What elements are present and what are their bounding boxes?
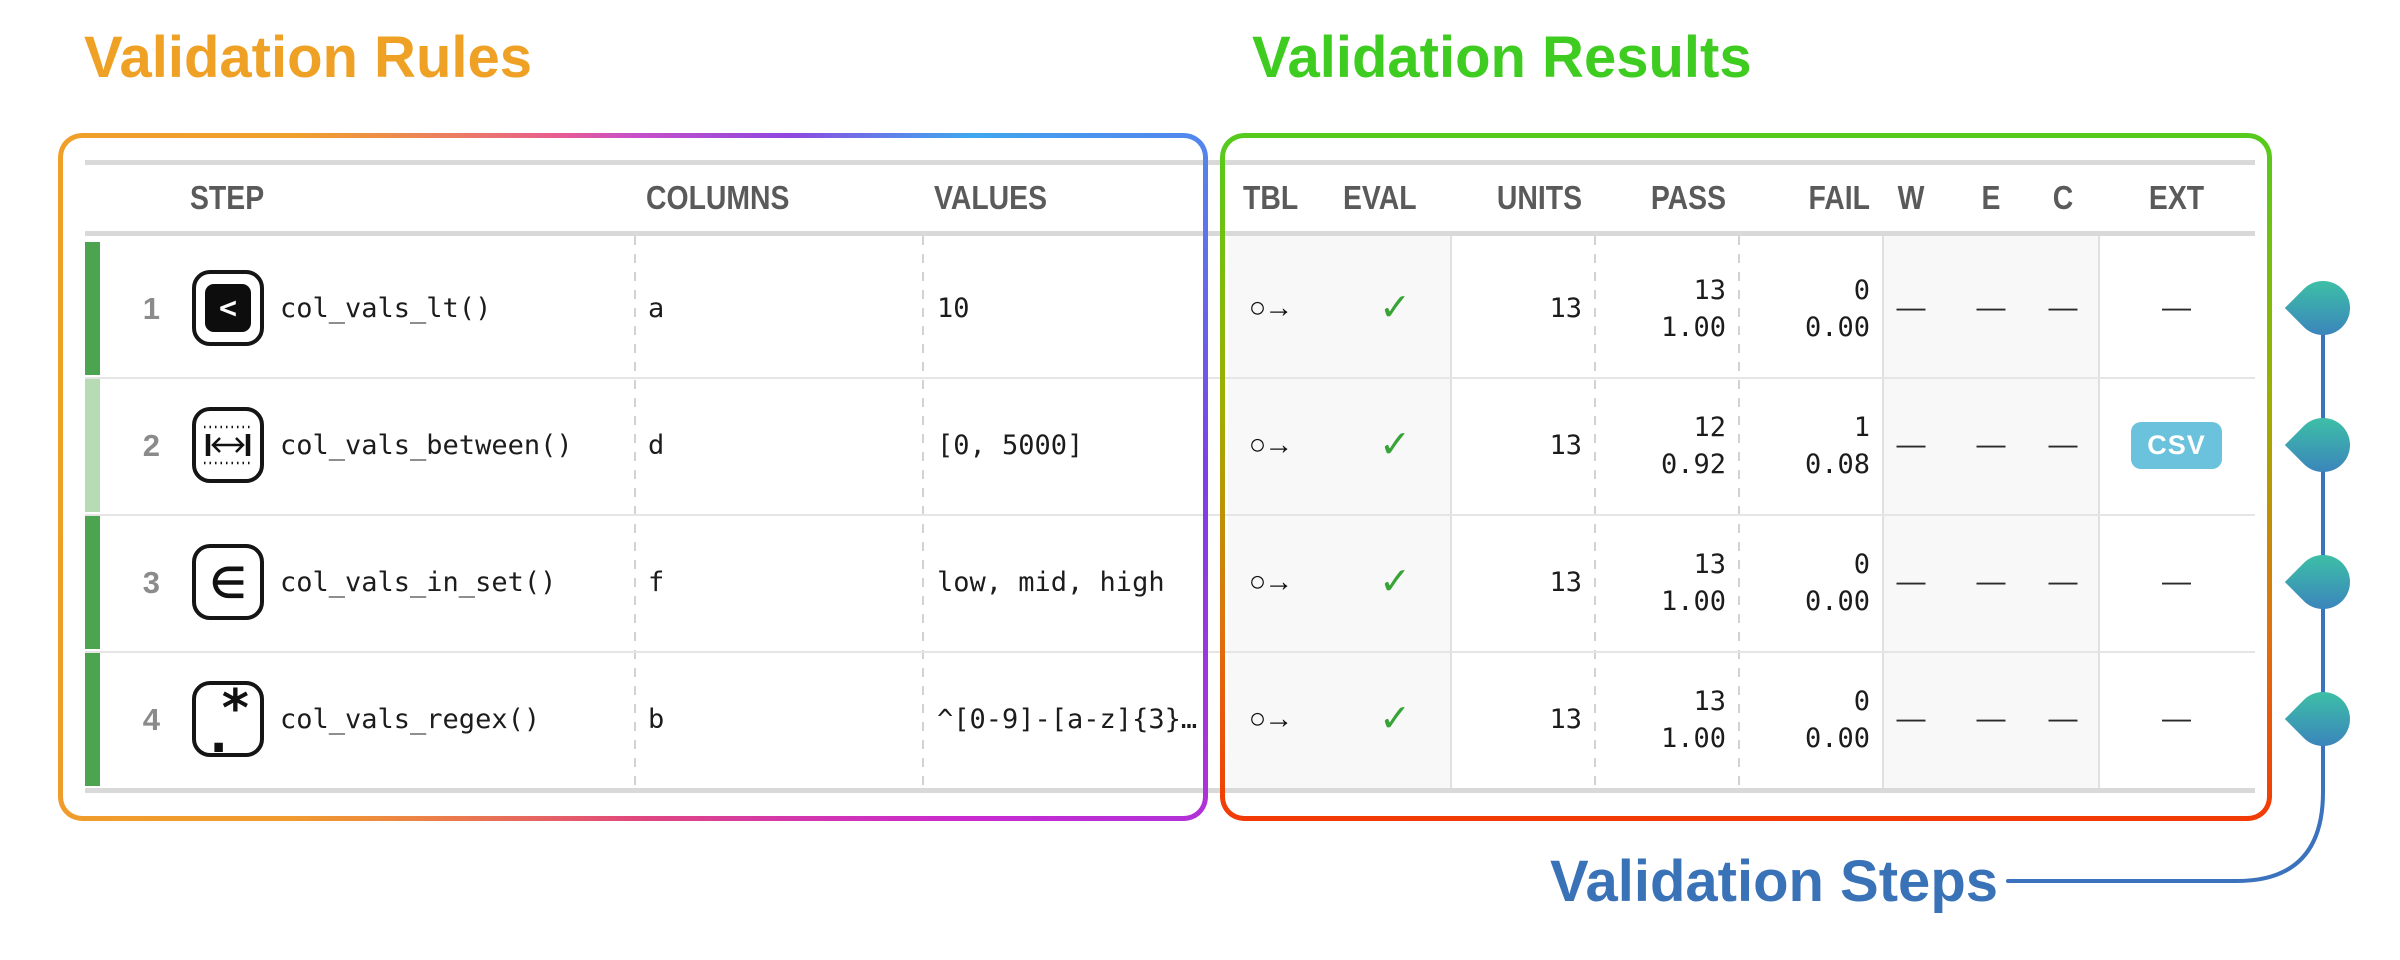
- fail-cell: 0 0.00: [1804, 685, 1870, 754]
- pass-cell: 13 1.00: [1660, 548, 1726, 617]
- extract-cell: —: [2162, 566, 2191, 598]
- header-units: UNITS: [1496, 179, 1582, 216]
- units-value: 13: [1549, 567, 1582, 598]
- critical-cell: —: [2048, 292, 2078, 324]
- error-cell: —: [1976, 429, 2006, 461]
- error-cell: —: [1976, 566, 2006, 598]
- less-than-icon: <: [192, 270, 264, 346]
- units-value: 13: [1549, 704, 1582, 735]
- step-number: 2: [142, 428, 160, 463]
- header-columns: COLUMNS: [646, 179, 790, 216]
- columns-value: d: [648, 430, 665, 461]
- step-function-name: col_vals_between(): [280, 430, 573, 461]
- table-row: 2 col_vals_between() d [0, 5000] ○→ ✓ 13…: [0, 377, 2400, 514]
- table-preprocess-icon: ○→: [1248, 703, 1294, 735]
- validation-steps-title: Validation Steps: [1550, 849, 1998, 914]
- step-number: 1: [142, 291, 160, 326]
- units-value: 13: [1549, 430, 1582, 461]
- fail-cell: 0 0.00: [1804, 274, 1870, 343]
- table-preprocess-icon: ○→: [1248, 566, 1294, 598]
- warn-cell: —: [1896, 703, 1926, 735]
- header-eval: EVAL: [1343, 179, 1417, 216]
- columns-value: a: [648, 293, 665, 324]
- validation-rules-title: Validation Rules: [84, 25, 532, 90]
- pass-cell: 13 1.00: [1660, 685, 1726, 754]
- header-w: W: [1897, 179, 1925, 216]
- critical-cell: —: [2048, 566, 2078, 598]
- validation-results-title: Validation Results: [1252, 25, 1752, 90]
- table-row: 1 < col_vals_lt() a 10 ○→ ✓ 13 13 1.00 0…: [0, 240, 2400, 377]
- header-step: STEP: [190, 179, 265, 216]
- header-values: VALUES: [934, 179, 1048, 216]
- values-value: low, mid, high: [937, 567, 1165, 598]
- header-fail: FAIL: [1808, 179, 1870, 216]
- pass-cell: 13 1.00: [1660, 274, 1726, 343]
- table-preprocess-icon: ○→: [1248, 429, 1294, 461]
- header-tbl: TBL: [1243, 179, 1299, 216]
- element-of-icon: ∈: [192, 544, 264, 620]
- extract-cell: —: [2162, 292, 2191, 324]
- step-function-name: col_vals_regex(): [280, 704, 541, 735]
- eval-check-icon: ✓: [1379, 287, 1411, 329]
- header-pass: PASS: [1650, 179, 1726, 216]
- table-row: 4 * . col_vals_regex() b ^[0-9]-[a-z]{3}…: [0, 651, 2400, 788]
- error-cell: —: [1976, 292, 2006, 324]
- warn-cell: —: [1896, 429, 1926, 461]
- fail-cell: 0 0.00: [1804, 548, 1870, 617]
- step-function-name: col_vals_in_set(): [280, 567, 557, 598]
- warn-cell: —: [1896, 566, 1926, 598]
- error-cell: —: [1976, 703, 2006, 735]
- warn-cell: —: [1896, 292, 1926, 324]
- csv-download-button[interactable]: CSV: [2131, 422, 2222, 469]
- values-value: ^[0-9]-[a-z]{3}…: [937, 704, 1198, 735]
- table-preprocess-icon: ○→: [1248, 292, 1294, 324]
- between-icon: [192, 407, 264, 483]
- extract-cell: —: [2162, 703, 2191, 735]
- columns-value: f: [648, 567, 665, 598]
- header-e: E: [1981, 179, 2001, 216]
- critical-cell: —: [2048, 429, 2078, 461]
- table-row: 3 ∈ col_vals_in_set() f low, mid, high ○…: [0, 514, 2400, 651]
- eval-check-icon: ✓: [1379, 698, 1411, 740]
- pass-cell: 12 0.92: [1660, 411, 1726, 480]
- regex-icon: * .: [192, 679, 264, 761]
- header-ext: EXT: [2148, 179, 2205, 216]
- columns-value: b: [648, 704, 665, 735]
- values-value: [0, 5000]: [937, 430, 1084, 461]
- table-bottom-border: [85, 788, 2255, 793]
- units-value: 13: [1549, 293, 1582, 324]
- eval-check-icon: ✓: [1379, 424, 1411, 466]
- step-function-name: col_vals_lt(): [280, 293, 492, 324]
- values-value: 10: [937, 293, 970, 324]
- fail-cell: 1 0.08: [1804, 411, 1870, 480]
- extract-cell: CSV: [2098, 377, 2255, 514]
- header-c: C: [2052, 179, 2074, 216]
- critical-cell: —: [2048, 703, 2078, 735]
- step-number: 4: [142, 702, 160, 737]
- step-number: 3: [142, 565, 160, 600]
- eval-check-icon: ✓: [1379, 561, 1411, 603]
